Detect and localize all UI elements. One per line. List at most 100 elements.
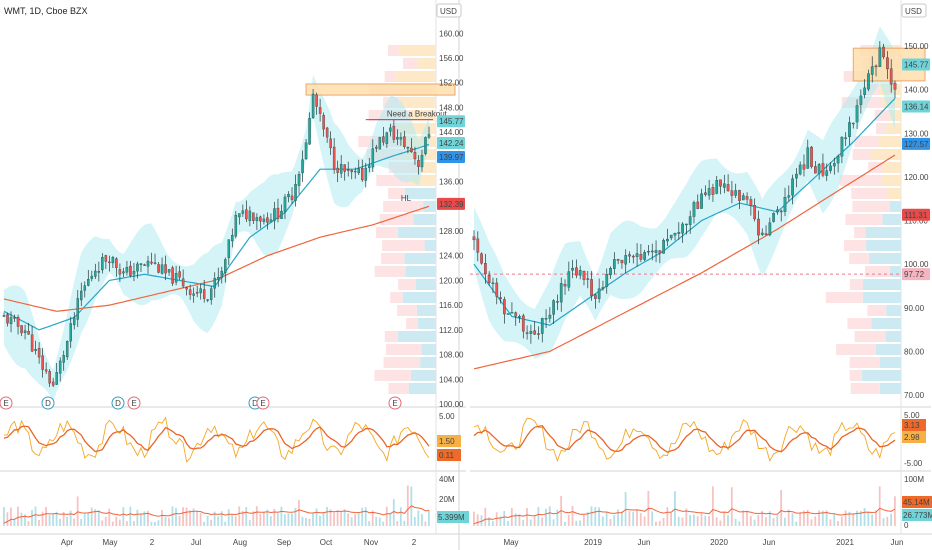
candle-body xyxy=(406,147,410,149)
volume-bar xyxy=(598,507,600,526)
candle xyxy=(23,324,27,340)
candle-body xyxy=(798,164,802,175)
candle xyxy=(704,185,707,197)
candle xyxy=(612,252,616,275)
candle-body xyxy=(631,255,635,258)
price-tick-label: 110.00 xyxy=(904,217,928,226)
volume-bar xyxy=(848,511,851,526)
candle xyxy=(245,200,248,223)
marker-circle xyxy=(41,396,55,410)
volume-bar xyxy=(825,510,828,526)
candle-body xyxy=(413,152,417,160)
volume-bar xyxy=(122,507,125,526)
profile-bar-down xyxy=(402,58,418,69)
volume-bar xyxy=(476,514,479,526)
candle-body xyxy=(578,270,582,276)
candle-body xyxy=(245,209,248,220)
volume-bar xyxy=(375,516,378,526)
dividend-marker[interactable]: D xyxy=(111,396,125,410)
volume-bar xyxy=(361,507,364,526)
marker-label: D xyxy=(115,399,121,408)
profile-bar-down xyxy=(374,266,406,277)
candle xyxy=(262,214,266,225)
oscillator-value-bg xyxy=(902,431,926,443)
earnings-marker[interactable]: E xyxy=(0,396,13,410)
candle-body xyxy=(283,196,287,212)
volume-bar xyxy=(234,516,237,526)
profile-bar-up xyxy=(397,227,436,238)
volume-bar xyxy=(259,513,262,526)
volume-bar xyxy=(238,506,241,526)
candle xyxy=(578,265,582,280)
volume-bar xyxy=(6,512,9,526)
volume-bar xyxy=(594,507,597,526)
volume-bar xyxy=(262,511,265,526)
volume-bar xyxy=(711,486,714,526)
earnings-marker[interactable]: E xyxy=(127,396,141,410)
candle-body xyxy=(427,134,431,138)
profile-bar-up xyxy=(420,357,436,368)
profile-bar-up xyxy=(417,318,436,329)
candle xyxy=(417,155,420,175)
earnings-marker[interactable]: E xyxy=(388,396,402,410)
volume-tick-label: 40M xyxy=(439,475,455,484)
profile-bar-down xyxy=(398,279,416,290)
candle xyxy=(146,255,150,274)
volume-bar xyxy=(643,516,646,526)
candle-body xyxy=(378,137,382,150)
volume-bar xyxy=(399,507,402,526)
volume-bar xyxy=(87,512,90,526)
candle-body xyxy=(420,155,424,168)
volume-bar xyxy=(48,515,51,526)
volume-bar xyxy=(484,507,487,526)
candle-body xyxy=(273,208,276,221)
candle xyxy=(97,261,101,282)
price-tick-label: 140.00 xyxy=(904,86,929,95)
marker-label: E xyxy=(3,399,8,408)
candle xyxy=(886,51,889,80)
candle xyxy=(385,131,389,149)
volume-bar xyxy=(224,521,227,526)
time-tick-label: Oct xyxy=(320,538,333,547)
candle-body xyxy=(654,250,658,253)
candle-body xyxy=(280,210,283,219)
profile-bar-up xyxy=(870,149,901,160)
candle-body xyxy=(825,170,829,176)
candle xyxy=(726,174,730,192)
volume-bar xyxy=(20,512,23,526)
volume-bar xyxy=(199,512,202,526)
currency-button[interactable]: USD xyxy=(901,3,927,18)
candle-body xyxy=(72,317,76,326)
candle-body xyxy=(647,251,650,253)
volume-bar xyxy=(192,508,195,526)
time-tick-label: 2019 xyxy=(584,538,602,547)
volume-bar xyxy=(343,509,346,526)
profile-bar-down xyxy=(874,110,890,121)
currency-button[interactable]: USD xyxy=(436,3,462,18)
candle-body xyxy=(700,193,703,209)
candle-body xyxy=(178,271,181,278)
candle-body xyxy=(590,279,593,296)
candle-body xyxy=(136,263,139,272)
volume-bar xyxy=(795,521,798,526)
profile-bar-down xyxy=(384,71,396,82)
volume-bar xyxy=(294,508,297,526)
volume-bar xyxy=(227,509,230,526)
candle-body xyxy=(304,142,308,160)
volume-bar xyxy=(76,496,79,526)
candle xyxy=(346,161,350,177)
volume-bar xyxy=(171,506,174,526)
candle xyxy=(832,157,836,175)
candle xyxy=(273,201,276,230)
profile-bar-up xyxy=(886,123,901,134)
candle-body xyxy=(252,212,255,221)
profile-bar-up xyxy=(882,162,901,173)
volume-bar xyxy=(541,517,544,526)
earnings-marker[interactable]: E xyxy=(256,396,270,410)
dividend-marker[interactable]: D xyxy=(41,396,55,410)
candle xyxy=(514,311,518,326)
candle-body xyxy=(48,371,51,384)
candle xyxy=(874,64,878,77)
volume-bar xyxy=(753,519,756,526)
candle-body xyxy=(181,278,185,287)
